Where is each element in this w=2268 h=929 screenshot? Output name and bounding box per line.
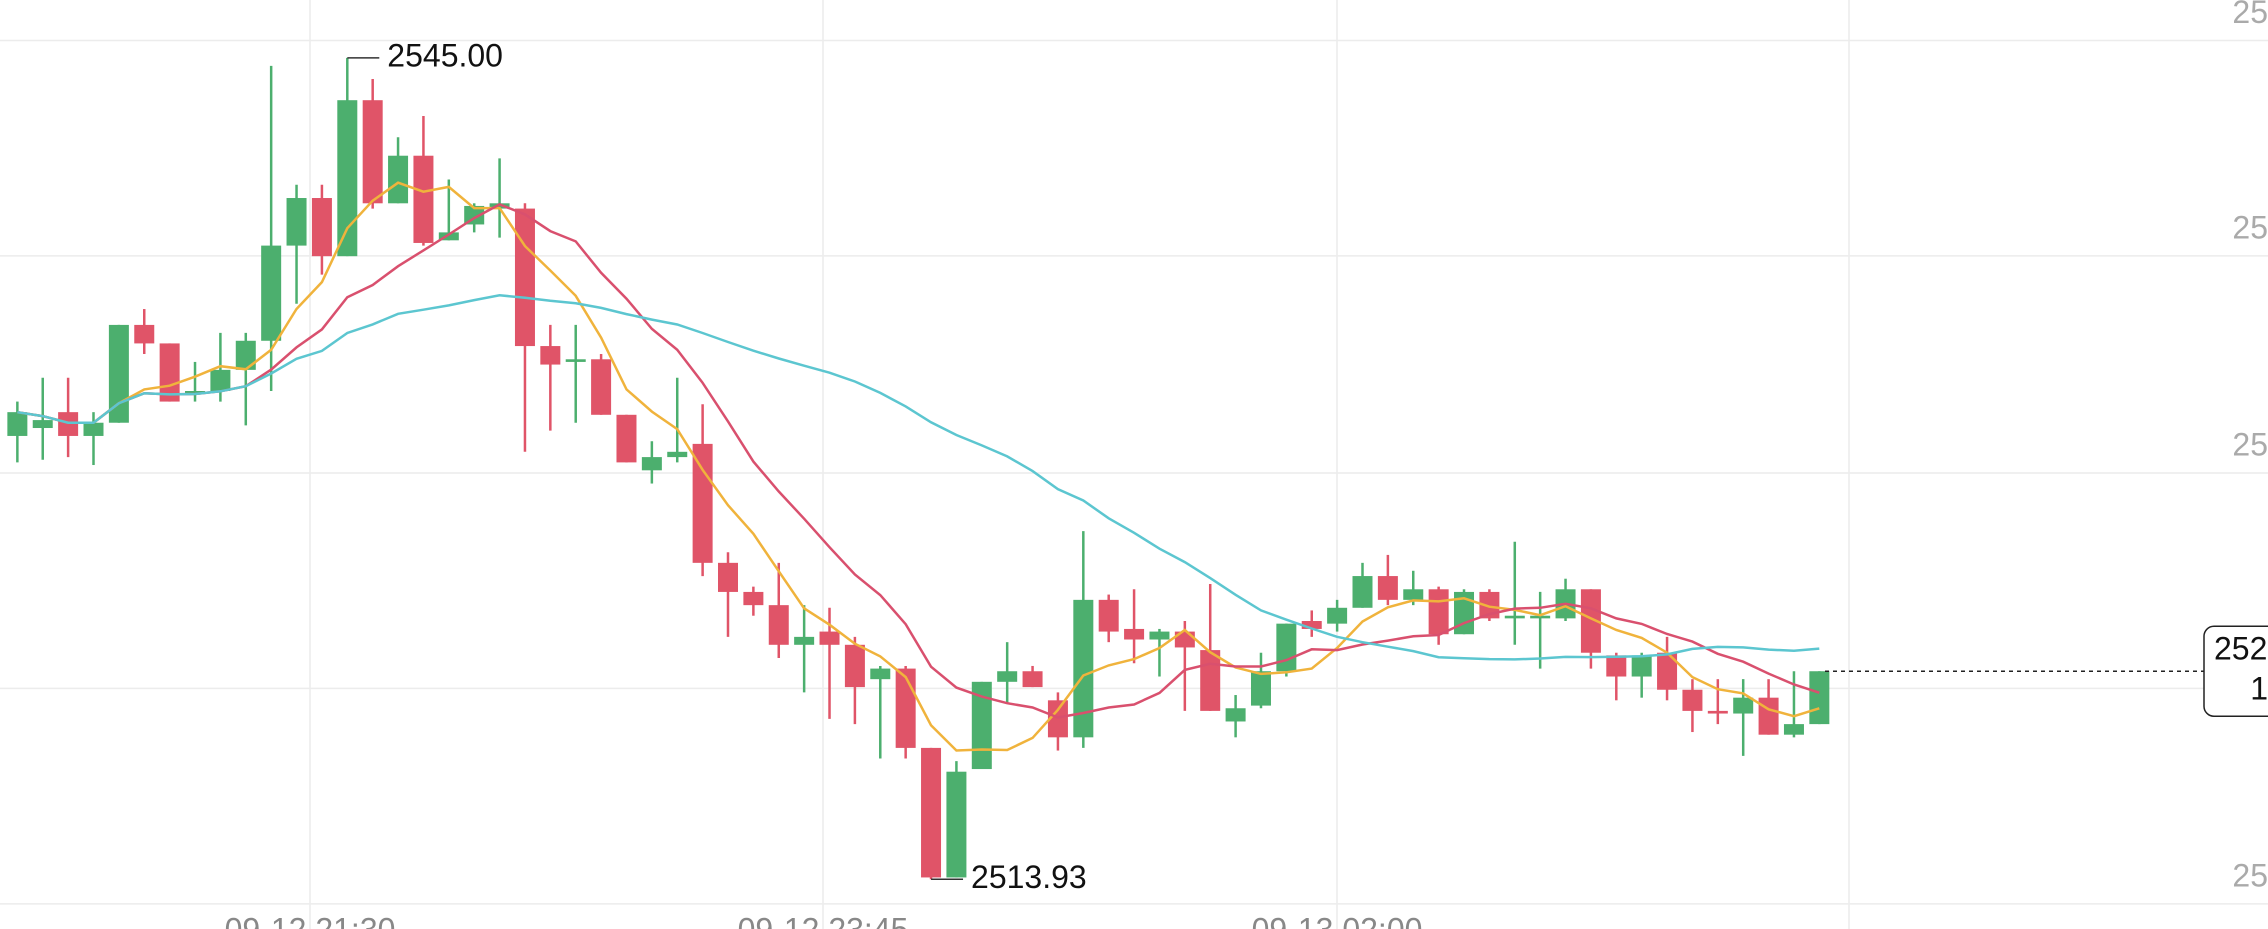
candle-body: [1301, 621, 1322, 629]
candle-body: [616, 414, 637, 463]
candle-body: [32, 420, 53, 429]
candle-body: [185, 391, 206, 394]
candle-body: [1149, 631, 1170, 640]
candle-body: [1733, 697, 1754, 714]
x-tick-label: 09-13 02:00: [1252, 911, 1423, 929]
last-price-label: 1: [2250, 671, 2268, 707]
candle-body: [743, 591, 764, 606]
y-tick-label: 25: [2232, 426, 2268, 462]
moving-average-line: [17, 203, 1820, 719]
candle-body: [1352, 576, 1373, 608]
candle-body: [261, 245, 282, 341]
candle-body: [1200, 650, 1221, 711]
candle-body: [134, 324, 155, 344]
candle-body: [997, 671, 1018, 682]
candle-body: [337, 100, 358, 257]
candle-body: [565, 359, 586, 362]
candle-body: [870, 668, 891, 680]
last-price-label: 252: [2214, 631, 2267, 667]
candle-body: [1276, 623, 1297, 672]
candle-body: [692, 443, 713, 563]
vertical-grid: [309, 0, 1850, 929]
candle-body: [1327, 607, 1348, 624]
moving-average-line: [17, 181, 1820, 752]
candle-body: [819, 631, 840, 645]
candle-body: [108, 324, 129, 423]
y-tick-label: 25: [2232, 857, 2268, 893]
candle-body: [971, 681, 992, 770]
candle-body: [895, 668, 916, 748]
candle-body: [718, 562, 738, 592]
candle-body: [1124, 628, 1145, 640]
x-tick-label: 09-12 21:30: [225, 911, 396, 929]
candle-body: [540, 346, 561, 365]
moving-average-line: [17, 294, 1820, 661]
candle-body: [1758, 697, 1779, 735]
candle-body: [1530, 615, 1551, 619]
candle-body: [83, 422, 104, 436]
candle-body: [1657, 652, 1678, 690]
candle-body: [1225, 708, 1246, 722]
y-tick-label: 25: [2232, 0, 2268, 30]
candle-body: [1809, 671, 1830, 725]
candle-body: [1098, 599, 1119, 632]
candle-body: [1504, 615, 1525, 619]
last-price-box: [2203, 625, 2268, 717]
candle-body: [7, 412, 28, 436]
y-tick-label: 25: [2232, 209, 2268, 245]
candle-body: [1403, 589, 1424, 600]
candle-body: [58, 412, 79, 436]
x-tick-label: 09-12 23:45: [738, 911, 909, 929]
candle-body: [362, 100, 383, 204]
annotation-label: 2513.93: [971, 859, 1087, 895]
candle-body: [286, 198, 307, 246]
candle-body: [1707, 710, 1728, 714]
candle-body: [1682, 689, 1703, 711]
candle-body: [1783, 724, 1804, 735]
candle-body: [1631, 655, 1652, 677]
candle-body: [1073, 599, 1094, 738]
candle-body: [1047, 700, 1068, 738]
candle-body: [464, 205, 485, 225]
candle-body: [1250, 671, 1271, 706]
candle-body: [768, 605, 789, 645]
candle-body: [1606, 655, 1627, 677]
candle-body: [1454, 591, 1475, 635]
candle-body: [514, 208, 535, 347]
candle-body: [591, 359, 612, 415]
candle-body: [641, 457, 662, 471]
candle-body: [1580, 589, 1601, 653]
candle-body: [388, 155, 409, 204]
candle-body: [1428, 589, 1449, 635]
annotation-label: 2545.00: [387, 37, 503, 73]
candle-body: [844, 644, 865, 688]
candle-body: [921, 747, 942, 878]
candle-body: [210, 369, 231, 392]
candle-body: [489, 203, 510, 209]
candle-body: [667, 451, 688, 458]
candle-body: [311, 198, 332, 257]
candle-body: [794, 636, 815, 645]
candle-body: [438, 232, 459, 241]
candle-body: [235, 340, 256, 370]
candle-body: [413, 155, 434, 243]
candle-body: [946, 771, 967, 878]
candle-body: [1377, 576, 1398, 600]
candle-body: [1022, 671, 1043, 688]
